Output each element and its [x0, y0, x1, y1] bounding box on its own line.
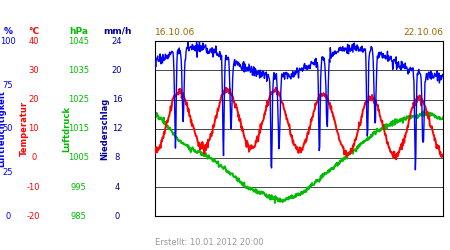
- Text: 995: 995: [71, 182, 86, 192]
- Text: 100: 100: [0, 37, 16, 46]
- Text: 30: 30: [28, 66, 39, 75]
- Text: 0: 0: [31, 154, 36, 162]
- Text: Luftdruck: Luftdruck: [62, 106, 71, 152]
- Text: 1025: 1025: [68, 95, 89, 104]
- Text: 16: 16: [112, 95, 122, 104]
- Text: 12: 12: [112, 124, 122, 133]
- Text: 1015: 1015: [68, 124, 89, 133]
- Text: 40: 40: [28, 37, 39, 46]
- Text: Temperatur: Temperatur: [20, 101, 29, 156]
- Text: -10: -10: [27, 182, 40, 192]
- Text: -20: -20: [27, 212, 40, 221]
- Text: 20: 20: [112, 66, 122, 75]
- Text: 10: 10: [28, 124, 39, 133]
- Text: 8: 8: [114, 154, 120, 162]
- Text: 4: 4: [114, 182, 120, 192]
- Text: 985: 985: [71, 212, 87, 221]
- Text: 0: 0: [5, 212, 11, 221]
- Text: 75: 75: [3, 80, 14, 90]
- Text: 50: 50: [3, 124, 14, 133]
- Text: 0: 0: [114, 212, 120, 221]
- Text: 1045: 1045: [68, 37, 89, 46]
- Text: Erstellt: 10.01.2012 20:00: Erstellt: 10.01.2012 20:00: [155, 238, 264, 247]
- Text: 1035: 1035: [68, 66, 89, 75]
- Text: %: %: [4, 27, 13, 36]
- Text: 16.10.06: 16.10.06: [155, 28, 195, 37]
- Text: mm/h: mm/h: [103, 27, 131, 36]
- Text: 22.10.06: 22.10.06: [403, 28, 443, 37]
- Text: hPa: hPa: [69, 27, 88, 36]
- Text: °C: °C: [28, 27, 39, 36]
- Text: 24: 24: [112, 37, 122, 46]
- Text: 25: 25: [3, 168, 14, 177]
- Text: Niederschlag: Niederschlag: [100, 98, 109, 160]
- Text: Luftfeuchtigkeit: Luftfeuchtigkeit: [0, 90, 6, 167]
- Text: 1005: 1005: [68, 154, 89, 162]
- Text: 20: 20: [28, 95, 39, 104]
